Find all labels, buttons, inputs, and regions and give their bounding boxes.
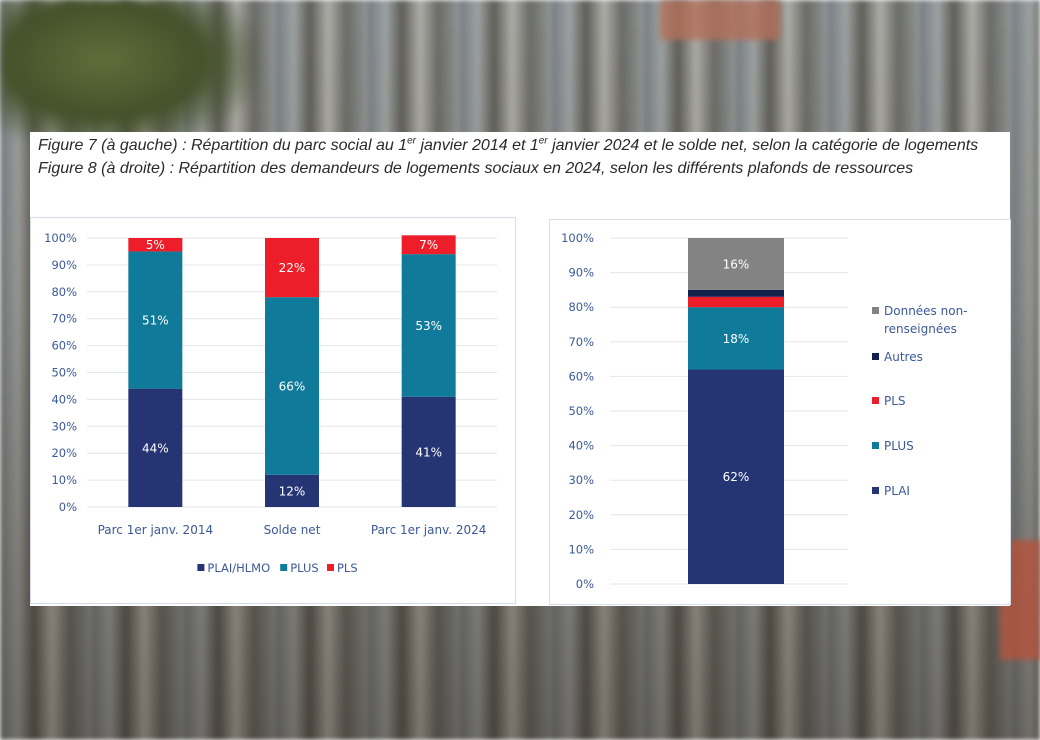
y-tick-label: 0% [59, 500, 77, 514]
data-label: 44% [142, 441, 169, 455]
caption-fig7-lead: Figure 7 (à gauche) : Répartition du par… [38, 137, 408, 154]
legend-label: Données non- [884, 304, 968, 318]
bar-segment-autres [688, 289, 784, 297]
legend-swatch-autres [872, 353, 879, 360]
bar-segment-plai-hlmo [265, 474, 319, 507]
data-label: 5% [146, 238, 165, 252]
bar-segment-plus [401, 254, 456, 397]
y-tick-label: 10% [568, 542, 594, 556]
y-tick-label: 100% [44, 231, 77, 245]
bar-segment-plus [265, 297, 319, 475]
y-tick-label: 100% [561, 231, 594, 245]
y-tick-label: 40% [51, 392, 77, 406]
legend-label: renseignées [884, 322, 957, 336]
legend-label: PLS [884, 394, 906, 408]
bar-segment-plai-hlmo [401, 396, 456, 507]
x-tick-label: Parc 1er janv. 2024 [371, 523, 487, 537]
caption-figure-7: Figure 7 (à gauche) : Répartition du par… [38, 134, 1004, 157]
chart-figure-8: 0% 10% 20% 30% 40% 50% 60% 70% 80% 90% 100% 62% 18% 1… [549, 219, 1011, 605]
data-label: 41% [415, 445, 442, 459]
figure-panel: Figure 7 (à gauche) : Répartition du par… [30, 132, 1011, 606]
legend-swatch-plus [872, 442, 879, 449]
legend-label: PLS [337, 561, 358, 575]
chart-figure-7: 0% 10% 20% 30% 40% 50% 60% 70% 80% 90% 100% 44% 51% 5… [30, 217, 516, 604]
y-tick-label: 10% [51, 473, 77, 487]
chart-figure-8-svg: 0% 10% 20% 30% 40% 50% 60% 70% 80% 90% 100% 62% 18% 1… [561, 231, 968, 591]
y-tick-label: 60% [51, 339, 77, 353]
data-label: 66% [279, 379, 306, 393]
legend-swatch-plai [872, 487, 879, 494]
legend-swatch-pls [327, 564, 334, 571]
y-tick-label: 70% [51, 312, 77, 326]
bar-segment-pls [128, 238, 183, 252]
legend-label: PLAI/HLMO [207, 561, 270, 575]
y-tick-label: 70% [568, 335, 594, 349]
legend-label: PLUS [884, 439, 914, 453]
data-label: 53% [415, 319, 442, 333]
x-tick-label: Parc 1er janv. 2014 [98, 523, 214, 537]
y-tick-label: 40% [568, 439, 594, 453]
caption-figure-8: Figure 8 (à droite) : Répartition des de… [38, 160, 914, 177]
y-tick-label: 20% [51, 446, 77, 460]
x-tick-label: Solde net [264, 523, 321, 537]
legend-swatch-donn-es-non-renseign-es [872, 307, 879, 314]
figure-caption: Figure 7 (à gauche) : Répartition du par… [38, 134, 1004, 180]
legend-swatch-plai-hlmo [197, 564, 205, 571]
legend-label: PLUS [290, 561, 319, 575]
chart-figure-7-svg: 0% 10% 20% 30% 40% 50% 60% 70% 80% 90% 100% 44% 51% 5… [44, 231, 497, 575]
y-tick-label: 80% [568, 300, 594, 314]
y-tick-label: 90% [568, 266, 594, 280]
caption-fig7-tail: janvier 2024 et le solde net, selon la c… [547, 137, 979, 154]
data-label: 62% [723, 470, 750, 484]
bar-segment-pls [688, 296, 784, 308]
legend-label: Autres [884, 350, 923, 364]
legend-swatch-plus [280, 564, 288, 571]
bar-segment-plus [128, 251, 183, 389]
bar-segment-pls [265, 238, 319, 298]
caption-fig7-mid: janvier 2014 et 1 [416, 137, 539, 154]
legend-swatch-pls [872, 397, 879, 404]
y-tick-label: 60% [568, 369, 594, 383]
y-tick-label: 30% [568, 473, 594, 487]
y-tick-label: 90% [51, 258, 77, 272]
data-label: 18% [723, 332, 750, 346]
data-label: 22% [279, 261, 306, 275]
background-roof [660, 0, 780, 40]
y-tick-label: 0% [576, 577, 594, 591]
bar-segment-plus [688, 307, 784, 370]
bar-segment-donn-es-non-renseign-es [688, 238, 784, 290]
y-tick-label: 20% [568, 508, 594, 522]
legend-label: PLAI [884, 484, 910, 498]
background-tree [0, 0, 260, 150]
data-label: 16% [723, 257, 750, 271]
bar-segment-plai [688, 369, 784, 584]
y-tick-label: 80% [51, 285, 77, 299]
y-tick-label: 30% [51, 419, 77, 433]
y-tick-label: 50% [568, 404, 594, 418]
caption-fig7-sup2: er [538, 135, 548, 147]
bar-segment-pls [401, 235, 456, 255]
data-label: 12% [279, 484, 306, 498]
caption-fig7-sup1: er [407, 135, 416, 147]
data-label: 51% [142, 314, 169, 328]
bar-segment-plai-hlmo [128, 388, 183, 507]
data-label: 7% [419, 238, 438, 252]
y-tick-label: 50% [51, 366, 77, 380]
